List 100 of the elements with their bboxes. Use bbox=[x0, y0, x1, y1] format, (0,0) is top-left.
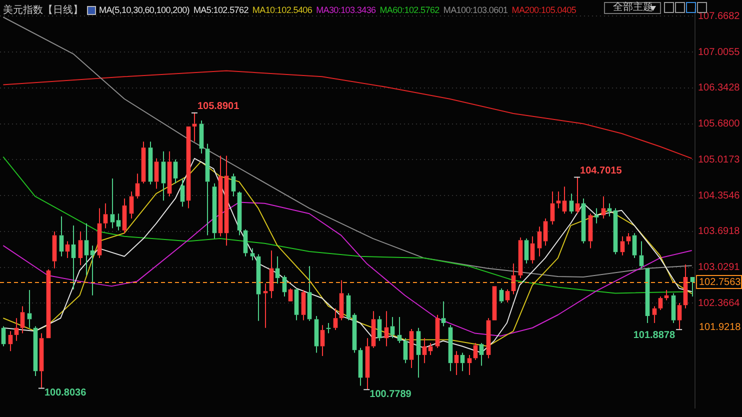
candlestick bbox=[339, 280, 344, 321]
candlestick bbox=[690, 276, 695, 297]
candlestick bbox=[613, 208, 618, 255]
candlestick bbox=[122, 198, 127, 234]
ref-line-label: 102.7563 bbox=[699, 276, 742, 288]
annotation: 100.7789 bbox=[370, 388, 412, 400]
candlestick bbox=[275, 256, 280, 284]
candlestick bbox=[129, 190, 134, 220]
chart-title: 美元指数【日线】 bbox=[3, 5, 83, 16]
candlestick bbox=[250, 248, 255, 261]
candlestick bbox=[167, 150, 172, 197]
candlestick bbox=[8, 330, 13, 352]
y-tick-label: 104.3546 bbox=[698, 190, 740, 202]
y-tick-label: 107.6682 bbox=[698, 10, 740, 22]
candlestick bbox=[499, 288, 504, 304]
y-tick-label: 106.3428 bbox=[698, 82, 740, 94]
candlestick bbox=[358, 347, 363, 386]
candlestick bbox=[90, 245, 95, 296]
candlestick bbox=[71, 225, 76, 290]
candlestick bbox=[301, 289, 306, 321]
y-tick-label: 105.6800 bbox=[698, 118, 740, 130]
text: MA30:103.3436 bbox=[316, 5, 376, 15]
candlestick bbox=[524, 238, 529, 264]
annotation: 101.8878 bbox=[633, 330, 676, 341]
candlestick bbox=[626, 232, 631, 245]
candlestick bbox=[218, 155, 223, 237]
candlestick bbox=[581, 198, 586, 244]
candlestick bbox=[59, 216, 64, 257]
candlestick bbox=[588, 213, 593, 249]
candlestick bbox=[352, 312, 357, 354]
candlestick bbox=[346, 292, 351, 321]
candlestick bbox=[39, 332, 44, 388]
candlestick bbox=[256, 254, 261, 322]
candlestick bbox=[320, 324, 325, 357]
candlestick bbox=[212, 182, 217, 240]
candlestick bbox=[148, 141, 153, 185]
annotation: 100.8036 bbox=[44, 388, 87, 399]
candlestick bbox=[365, 338, 370, 390]
candlestick bbox=[116, 213, 121, 231]
candlestick bbox=[397, 316, 402, 344]
candlestick bbox=[505, 288, 510, 303]
candlestick bbox=[269, 250, 274, 299]
candlestick bbox=[645, 268, 650, 324]
candlestick bbox=[180, 178, 185, 208]
y-tick-label: 105.0173 bbox=[698, 154, 740, 166]
candlestick bbox=[65, 240, 70, 259]
candlestick bbox=[632, 232, 637, 259]
y-tick-label: 102.3664 bbox=[698, 298, 740, 309]
text: MA200:105.0405 bbox=[512, 5, 576, 15]
candlestick bbox=[403, 338, 408, 364]
candlestick bbox=[333, 308, 338, 331]
candlestick bbox=[1, 326, 6, 347]
candlestick bbox=[33, 326, 38, 377]
candlestick bbox=[288, 288, 293, 302]
candlestick bbox=[46, 268, 51, 338]
candlestick bbox=[224, 155, 229, 246]
candlestick bbox=[460, 352, 465, 372]
candlestick bbox=[52, 231, 57, 269]
candlestick bbox=[486, 318, 491, 359]
candlestick bbox=[575, 176, 580, 214]
candlestick bbox=[377, 315, 382, 342]
candlestick bbox=[14, 318, 19, 342]
candlestick bbox=[103, 202, 108, 229]
candlestick bbox=[161, 150, 166, 202]
candlestick bbox=[543, 218, 548, 246]
candlestick bbox=[243, 228, 248, 257]
candlestick bbox=[562, 186, 567, 214]
text: MA100:103.0601 bbox=[443, 5, 508, 15]
candlestick bbox=[607, 202, 612, 217]
text: MA10:102.5406 bbox=[252, 5, 312, 15]
candlestick bbox=[231, 173, 236, 197]
annotation: 104.7015 bbox=[580, 166, 622, 176]
candlestick bbox=[479, 342, 484, 366]
y-tick-label: 103.6918 bbox=[698, 226, 740, 238]
candlestick bbox=[135, 173, 140, 199]
candlestick bbox=[307, 266, 312, 322]
candlestick bbox=[473, 342, 478, 360]
candlestick bbox=[658, 296, 663, 311]
candlestick bbox=[294, 288, 299, 321]
candlestick bbox=[441, 300, 446, 327]
candlestick bbox=[416, 327, 421, 378]
candlestick bbox=[237, 190, 242, 236]
candlestick bbox=[141, 141, 146, 184]
candlestick bbox=[154, 158, 159, 190]
text: MA60:102.5762 bbox=[380, 5, 440, 15]
y-tick-label: 103.0291 bbox=[698, 262, 740, 274]
candlestick bbox=[467, 354, 472, 376]
candlestick bbox=[652, 306, 657, 324]
candlestick bbox=[173, 159, 178, 184]
candlestick bbox=[448, 324, 453, 372]
candlestick bbox=[84, 222, 89, 276]
candlestick bbox=[671, 292, 676, 324]
candlestick bbox=[454, 350, 459, 376]
candlestick bbox=[409, 328, 414, 368]
candlestick bbox=[199, 120, 204, 154]
candlestick bbox=[537, 226, 542, 257]
candlestick bbox=[205, 143, 210, 236]
candlestick bbox=[569, 193, 574, 214]
text: MA5:102.5762 bbox=[193, 5, 248, 15]
candlestick bbox=[371, 310, 376, 348]
